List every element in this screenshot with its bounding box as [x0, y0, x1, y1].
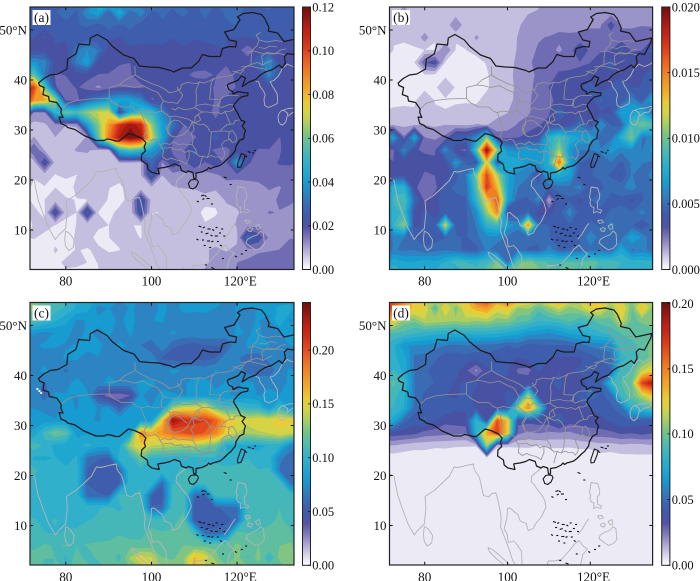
svg-text:0.20: 0.20	[312, 343, 334, 357]
svg-text:80: 80	[418, 274, 432, 289]
svg-text:10: 10	[374, 223, 387, 238]
svg-text:80: 80	[59, 569, 73, 581]
svg-text:50°N: 50°N	[359, 318, 387, 333]
svg-text:0.00: 0.00	[672, 559, 694, 573]
svg-text:0.15: 0.15	[672, 362, 694, 376]
svg-text:100: 100	[498, 274, 518, 289]
svg-text:80: 80	[418, 569, 432, 581]
svg-text:10: 10	[14, 518, 27, 533]
svg-text:(a): (a)	[34, 10, 49, 25]
svg-text:0.010: 0.010	[672, 132, 700, 146]
svg-text:0.15: 0.15	[312, 397, 334, 411]
svg-text:10: 10	[14, 223, 27, 238]
svg-text:40: 40	[374, 73, 387, 88]
svg-text:0.00: 0.00	[312, 263, 334, 277]
svg-text:0.10: 0.10	[672, 427, 694, 441]
svg-text:120°E: 120°E	[224, 569, 257, 581]
svg-text:20: 20	[14, 468, 27, 483]
svg-text:(c): (c)	[34, 306, 49, 321]
svg-text:80: 80	[59, 274, 73, 289]
svg-text:20: 20	[374, 173, 387, 188]
svg-text:(b): (b)	[393, 10, 409, 25]
svg-text:20: 20	[374, 468, 387, 483]
svg-text:30: 30	[14, 418, 27, 433]
svg-text:100: 100	[142, 274, 162, 289]
svg-text:0.015: 0.015	[672, 66, 700, 80]
svg-text:50°N: 50°N	[0, 318, 28, 333]
svg-text:20: 20	[14, 173, 27, 188]
svg-text:0.020: 0.020	[672, 0, 700, 14]
svg-text:40: 40	[14, 73, 27, 88]
svg-text:0.02: 0.02	[312, 219, 334, 233]
svg-text:0.005: 0.005	[672, 197, 700, 211]
svg-text:120°E: 120°E	[224, 274, 257, 289]
svg-text:30: 30	[374, 123, 387, 138]
svg-text:0.05: 0.05	[312, 505, 334, 519]
svg-text:40: 40	[374, 368, 387, 383]
svg-text:50°N: 50°N	[0, 23, 28, 38]
svg-text:30: 30	[374, 418, 387, 433]
svg-text:0.00: 0.00	[312, 559, 334, 573]
svg-text:0.08: 0.08	[312, 88, 334, 102]
svg-text:50°N: 50°N	[359, 23, 387, 38]
svg-text:0.12: 0.12	[312, 0, 334, 14]
svg-text:0.10: 0.10	[312, 451, 334, 465]
svg-text:10: 10	[374, 518, 387, 533]
svg-text:120°E: 120°E	[577, 274, 610, 289]
svg-text:100: 100	[142, 569, 162, 581]
svg-text:0.000: 0.000	[672, 263, 700, 277]
svg-text:0.06: 0.06	[312, 132, 334, 146]
svg-text:0.04: 0.04	[312, 175, 335, 189]
svg-text:(d): (d)	[393, 306, 409, 321]
svg-text:120°E: 120°E	[577, 569, 610, 581]
svg-text:0.20: 0.20	[672, 297, 694, 311]
svg-text:0.10: 0.10	[312, 44, 334, 58]
svg-text:0.05: 0.05	[672, 493, 694, 507]
svg-text:30: 30	[14, 123, 27, 138]
svg-text:40: 40	[14, 368, 27, 383]
svg-text:100: 100	[498, 569, 518, 581]
